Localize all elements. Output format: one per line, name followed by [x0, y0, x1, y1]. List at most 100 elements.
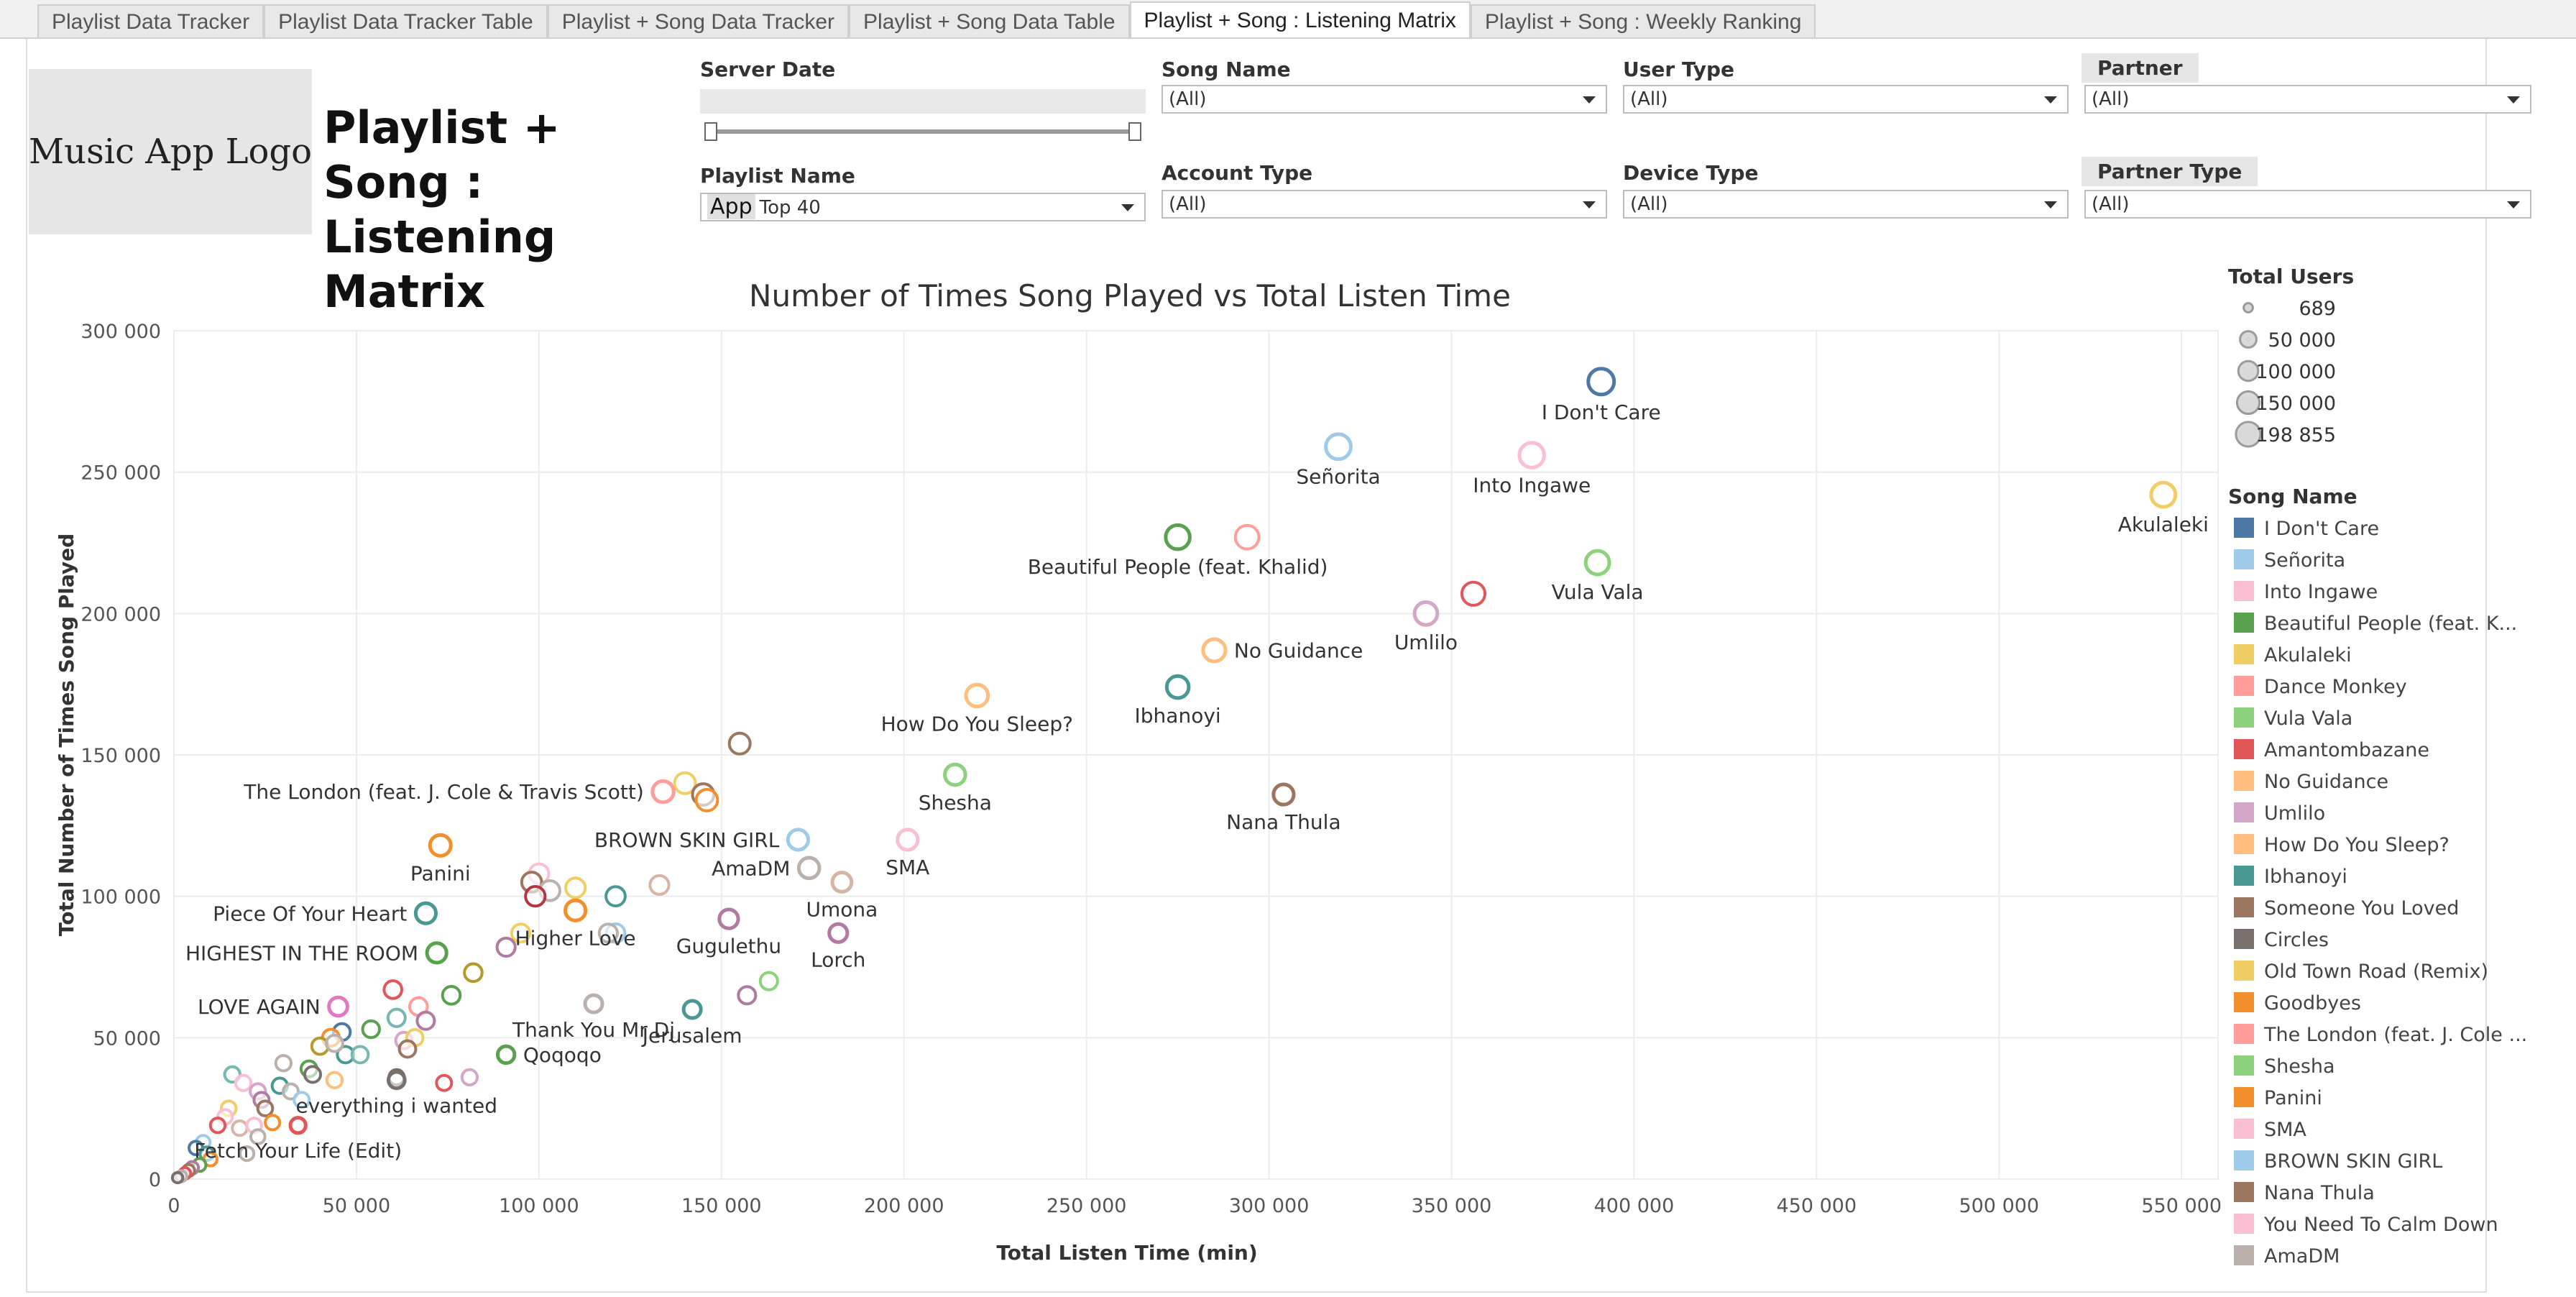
song-point[interactable]	[325, 1033, 344, 1053]
song-point[interactable]	[2149, 480, 2178, 509]
song-point[interactable]	[425, 941, 448, 965]
song-point[interactable]	[382, 979, 404, 1000]
song-point[interactable]	[673, 771, 697, 795]
color-legend-item[interactable]: Goodbyes	[2264, 992, 2361, 1014]
song-name-dropdown[interactable]: (All)	[1162, 85, 1607, 114]
color-legend-item[interactable]: How Do You Sleep?	[2264, 834, 2450, 856]
song-point[interactable]	[1164, 674, 1191, 700]
color-legend-item[interactable]: Shesha	[2264, 1055, 2335, 1078]
partner-type-dropdown[interactable]: (All)	[2084, 190, 2531, 219]
color-legend-item[interactable]: Old Town Road (Remix)	[2264, 961, 2488, 983]
song-point[interactable]	[441, 985, 462, 1006]
server-date-slider-track[interactable]	[706, 129, 1140, 134]
color-legend-item[interactable]: Umlilo	[2264, 802, 2325, 825]
color-legend-item[interactable]: You Need To Calm Down	[2263, 1214, 2498, 1236]
color-legend-item[interactable]: BROWN SKIN GIRL	[2264, 1150, 2442, 1173]
song-point[interactable]	[1164, 523, 1192, 551]
song-point[interactable]	[564, 876, 587, 899]
song-point[interactable]	[896, 828, 920, 852]
account-type-dropdown[interactable]: (All)	[1162, 190, 1607, 219]
song-point[interactable]	[350, 1045, 370, 1065]
song-point[interactable]	[827, 922, 850, 944]
song-point[interactable]	[681, 999, 703, 1020]
song-point[interactable]	[238, 1145, 256, 1163]
song-point[interactable]	[1412, 600, 1440, 627]
song-point[interactable]	[495, 1044, 517, 1065]
song-point[interactable]	[564, 898, 588, 922]
color-legend-item[interactable]: Ibhanoyi	[2264, 866, 2347, 888]
song-point[interactable]	[327, 995, 349, 1018]
color-legend-item[interactable]: Señorita	[2264, 549, 2345, 572]
song-point[interactable]	[1201, 637, 1228, 664]
song-point[interactable]	[648, 874, 671, 897]
color-legend-item[interactable]: Akulaleki	[2264, 644, 2352, 666]
color-legend-item[interactable]: Circles	[2264, 929, 2329, 951]
song-point[interactable]	[208, 1117, 227, 1135]
song-point[interactable]	[428, 833, 453, 858]
song-point[interactable]	[524, 885, 547, 908]
tab-playlist-song-data-tracker[interactable]: Playlist + Song Data Tracker	[547, 4, 850, 37]
song-point[interactable]	[234, 1073, 253, 1092]
song-point[interactable]	[249, 1128, 267, 1145]
song-point[interactable]	[435, 1073, 454, 1092]
song-point[interactable]	[727, 731, 752, 756]
song-point[interactable]	[604, 885, 627, 908]
song-point[interactable]	[495, 936, 517, 958]
song-point[interactable]	[1233, 523, 1261, 551]
song-point[interactable]	[1517, 441, 1546, 469]
partner-dropdown[interactable]: (All)	[2084, 85, 2531, 114]
tab-playlist-data-tracker-table[interactable]: Playlist Data Tracker Table	[264, 4, 548, 37]
tab-playlist-song-data-table[interactable]: Playlist + Song Data Table	[849, 4, 1130, 37]
song-point[interactable]	[386, 1007, 407, 1028]
song-point[interactable]	[303, 1065, 323, 1084]
song-point[interactable]	[737, 985, 758, 1006]
song-point[interactable]	[650, 779, 676, 805]
song-point[interactable]	[1583, 549, 1611, 577]
song-point[interactable]	[361, 1019, 381, 1040]
color-legend-item[interactable]: Nana Thula	[2264, 1182, 2375, 1204]
song-point[interactable]	[694, 788, 719, 812]
color-legend-item[interactable]: No Guidance	[2264, 771, 2388, 793]
song-point[interactable]	[786, 828, 811, 852]
color-legend-item[interactable]: Beautiful People (feat. K...	[2264, 613, 2517, 635]
song-point[interactable]	[397, 1039, 418, 1059]
device-type-dropdown[interactable]: (All)	[1623, 190, 2069, 219]
color-legend-item[interactable]: Vula Vala	[2264, 707, 2352, 730]
song-point[interactable]	[1460, 580, 1487, 607]
song-point[interactable]	[274, 1054, 293, 1073]
song-point[interactable]	[717, 907, 740, 930]
song-point[interactable]	[583, 993, 604, 1014]
song-point[interactable]	[386, 1070, 407, 1091]
song-point[interactable]	[463, 962, 484, 984]
color-legend-item[interactable]: Someone You Loved	[2264, 897, 2459, 920]
song-point[interactable]	[796, 856, 822, 881]
song-point[interactable]	[758, 971, 779, 991]
song-point[interactable]	[293, 1091, 311, 1109]
song-point[interactable]	[325, 1071, 344, 1089]
user-type-dropdown[interactable]: (All)	[1623, 85, 2069, 114]
color-legend-item[interactable]: Panini	[2264, 1087, 2322, 1109]
song-point[interactable]	[1324, 432, 1353, 462]
song-point[interactable]	[288, 1116, 308, 1135]
song-point[interactable]	[830, 871, 854, 894]
color-legend-item[interactable]: I Don't Care	[2264, 518, 2379, 540]
song-point[interactable]	[943, 762, 967, 787]
tab-playlist-data-tracker[interactable]: Playlist Data Tracker	[37, 4, 264, 37]
song-point[interactable]	[264, 1114, 282, 1132]
song-point[interactable]	[415, 1010, 436, 1031]
song-point[interactable]	[460, 1068, 479, 1087]
color-legend-item[interactable]: Dance Monkey	[2264, 676, 2407, 698]
song-point[interactable]	[413, 901, 438, 925]
song-point[interactable]	[964, 682, 990, 709]
playlist-name-dropdown[interactable]: App Top 40	[700, 193, 1146, 221]
server-date-end-handle[interactable]	[1128, 122, 1141, 141]
song-point[interactable]	[1586, 367, 1616, 397]
color-legend-item[interactable]: Into Ingawe	[2264, 581, 2378, 603]
tab-playlist-song-listening-matrix[interactable]: Playlist + Song : Listening Matrix	[1129, 1, 1471, 37]
song-point[interactable]	[1271, 782, 1296, 807]
color-legend-item[interactable]: Amantombazane	[2264, 739, 2429, 761]
color-legend-item[interactable]: SMA	[2264, 1119, 2306, 1141]
song-point[interactable]	[231, 1119, 249, 1137]
song-point[interactable]	[170, 1170, 185, 1185]
song-point[interactable]	[597, 922, 619, 944]
